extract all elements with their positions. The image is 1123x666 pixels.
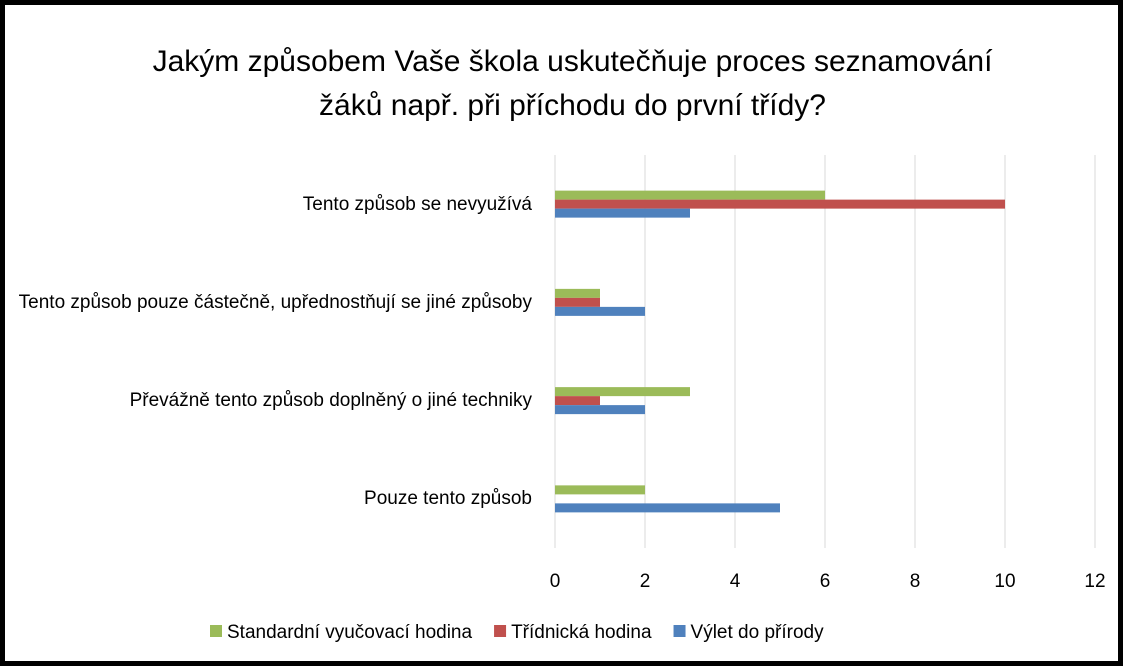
bar <box>555 387 690 397</box>
bar <box>555 208 690 218</box>
category-label: Tento způsob pouze částečně, upřednostňu… <box>18 291 532 313</box>
category-label: Pouze tento způsob <box>364 488 532 510</box>
legend-swatch <box>210 625 222 637</box>
x-tick-label: 6 <box>820 571 831 592</box>
legend-label: Třídnická hodina <box>511 622 652 643</box>
legend-swatch <box>494 625 507 637</box>
legend-label: Standardní vyučovací hodina <box>227 622 472 643</box>
bar <box>555 199 1005 209</box>
bar <box>555 503 780 513</box>
bar <box>555 306 645 316</box>
x-tick-label: 4 <box>730 571 741 592</box>
x-tick-label: 2 <box>640 571 651 592</box>
x-tick-label: 10 <box>994 571 1015 592</box>
bar <box>555 190 825 200</box>
category-label: Tento způsob se nevyužívá <box>302 193 532 215</box>
bar <box>555 405 645 415</box>
title-box: Jakým způsobem Vaše škola uskutečňuje pr… <box>152 45 993 122</box>
legend-swatch <box>673 625 686 637</box>
x-tick-label: 0 <box>550 571 561 592</box>
bar <box>555 288 600 298</box>
category-label: Převážně tento způsob doplněný o jiné te… <box>129 390 532 412</box>
bar <box>555 485 645 495</box>
bar <box>555 297 600 307</box>
x-tick-label: 12 <box>1084 571 1105 592</box>
bar <box>555 396 600 406</box>
legend-label: Výlet do přírody <box>691 622 825 643</box>
x-tick-label: 8 <box>910 571 921 592</box>
chart-title: Jakým způsobem Vaše škola uskutečňuje pr… <box>152 45 993 122</box>
